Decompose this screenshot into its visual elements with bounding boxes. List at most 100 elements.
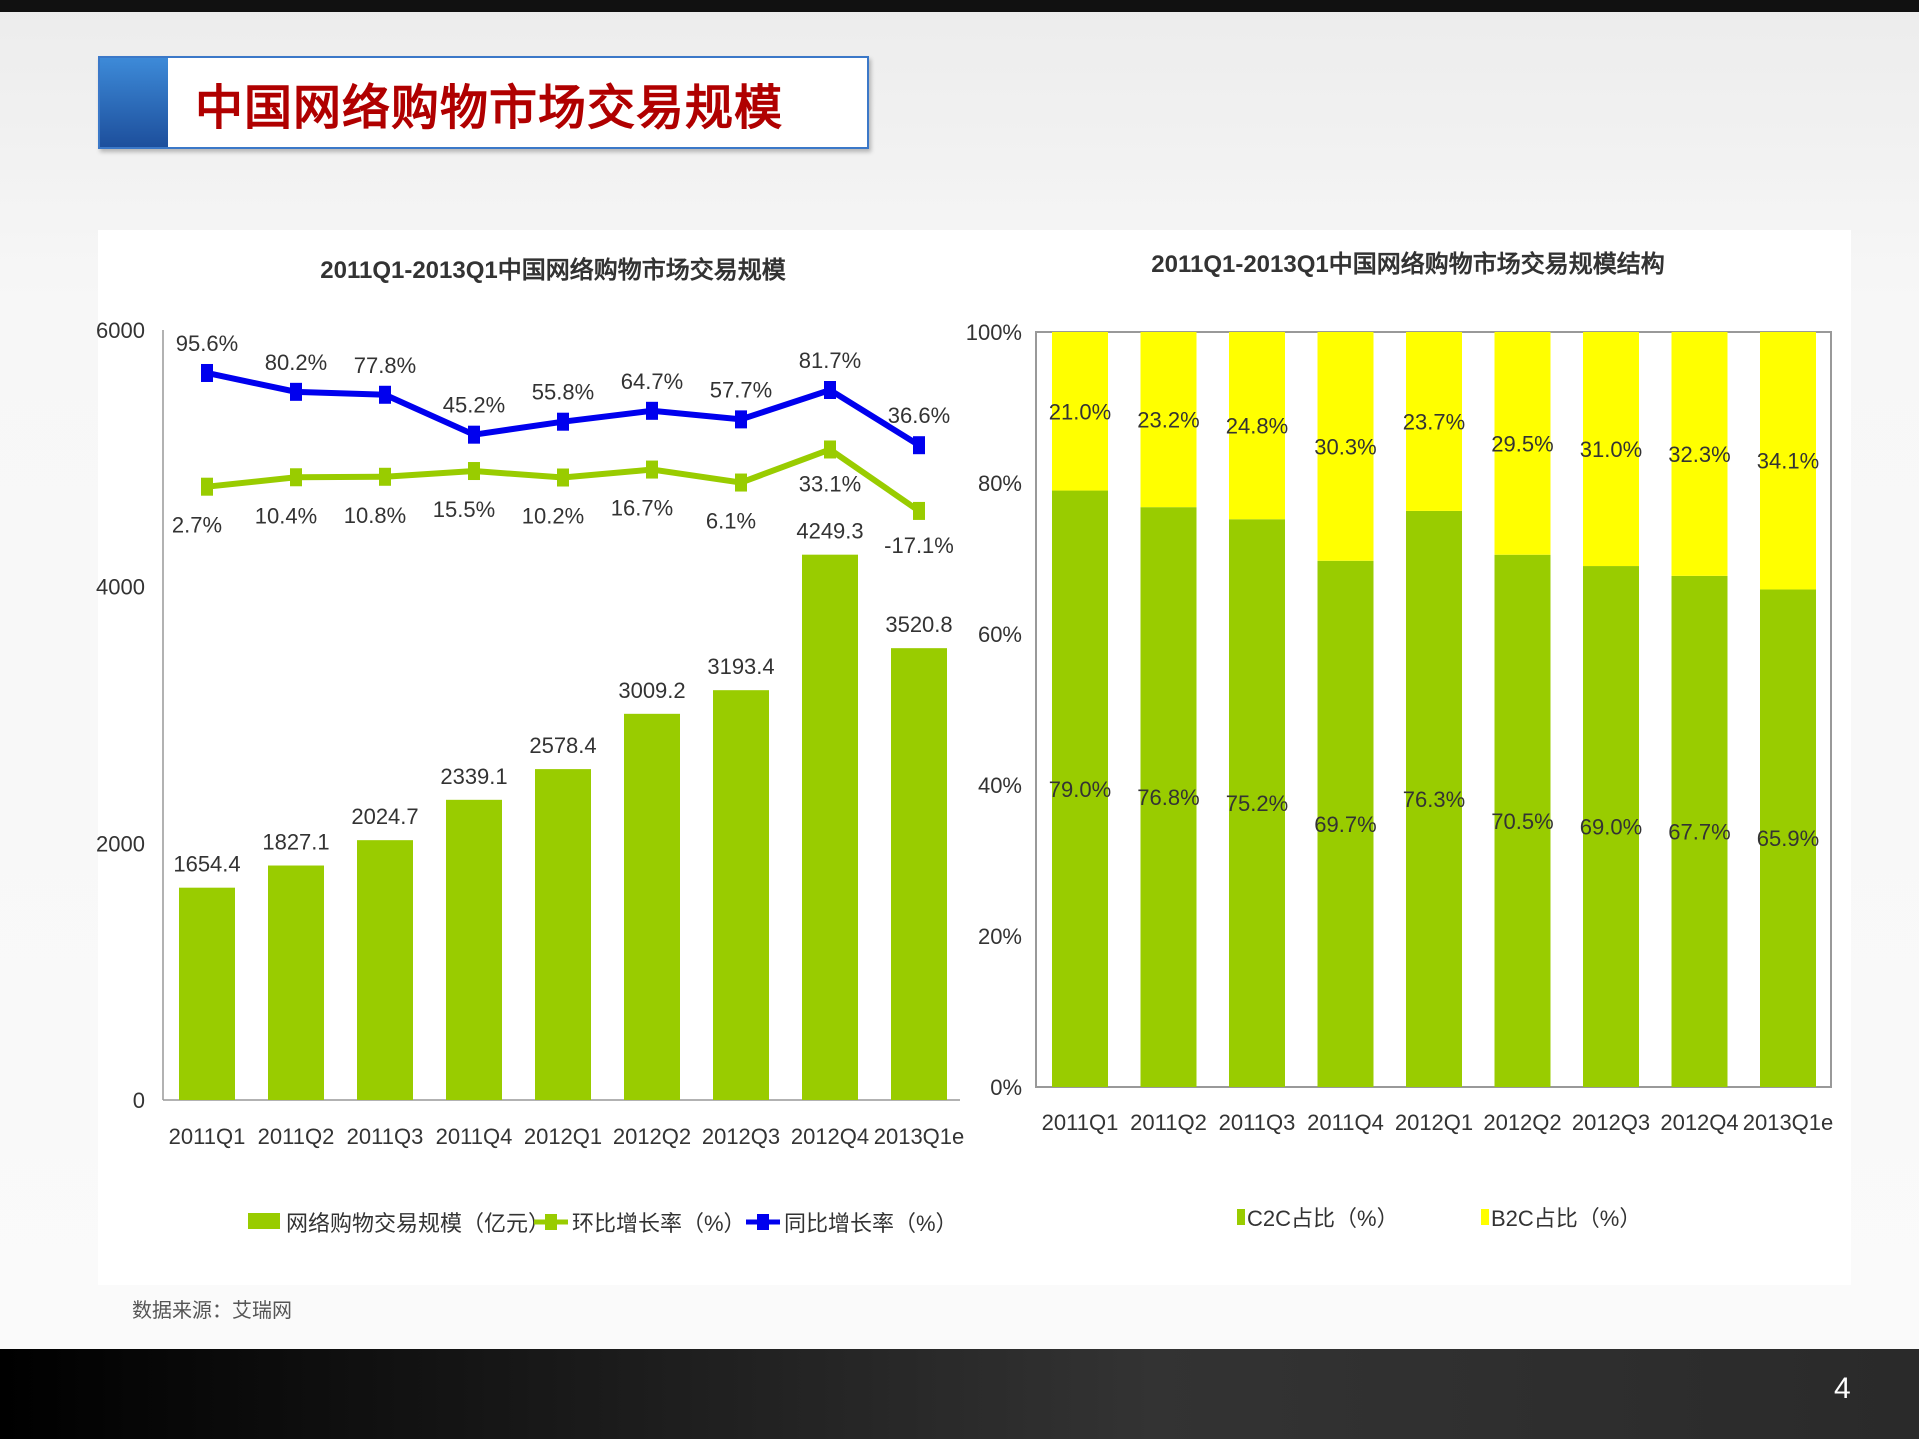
bar-transaction-2013Q1e bbox=[891, 648, 947, 1100]
slide-title: 中国网络购物市场交易规模 bbox=[195, 80, 784, 136]
stacked-bar-label: 32.3% bbox=[1668, 442, 1730, 467]
right-x-tick: 2012Q2 bbox=[1483, 1110, 1561, 1135]
line-marker bbox=[913, 501, 925, 520]
stacked-bar-c2c-2011Q3 bbox=[1229, 519, 1285, 1087]
stacked-bar-b2c-2011Q2 bbox=[1140, 332, 1197, 508]
line-label: 10.4% bbox=[255, 503, 317, 528]
stacked-bar-c2c-2012Q4 bbox=[1671, 575, 1728, 1087]
line-label: 10.2% bbox=[522, 504, 584, 529]
left-y-tick: 0 bbox=[133, 1088, 145, 1113]
bar-label: 2024.7 bbox=[351, 804, 418, 829]
charts-panel bbox=[98, 230, 1851, 1285]
left-x-tick: 2011Q2 bbox=[258, 1124, 335, 1149]
right-x-tick: 2012Q3 bbox=[1572, 1110, 1650, 1135]
line-marker bbox=[290, 382, 302, 401]
bar-transaction-2012Q4 bbox=[802, 554, 858, 1100]
left-y-tick: 2000 bbox=[96, 831, 145, 856]
bar-transaction-2012Q3 bbox=[713, 690, 769, 1100]
stacked-bar-label: 79.0% bbox=[1049, 777, 1111, 802]
stacked-bar-label: 76.3% bbox=[1403, 787, 1465, 812]
stacked-bar-b2c-2011Q4 bbox=[1317, 332, 1374, 561]
stacked-bar-label: 67.7% bbox=[1668, 819, 1730, 844]
data-source: 数据来源：艾瑞网 bbox=[132, 1300, 292, 1322]
right-x-tick: 2011Q1 bbox=[1042, 1110, 1119, 1135]
right-y-tick: 60% bbox=[978, 622, 1022, 647]
line-label: 57.7% bbox=[710, 377, 772, 402]
left-x-tick: 2012Q1 bbox=[524, 1124, 602, 1149]
legend-label: 网络购物交易规模（亿元） bbox=[286, 1211, 550, 1236]
right-x-tick: 2012Q4 bbox=[1660, 1110, 1738, 1135]
line-marker bbox=[646, 460, 658, 479]
line-label: 77.8% bbox=[354, 353, 416, 378]
line-marker bbox=[468, 425, 480, 444]
title-accent-block bbox=[100, 58, 168, 147]
bar-label: 3193.4 bbox=[707, 654, 774, 679]
stacked-bar-b2c-2013Q1e bbox=[1760, 332, 1816, 590]
right-y-tick: 80% bbox=[978, 471, 1022, 496]
line-label: 64.7% bbox=[621, 369, 683, 394]
line-marker bbox=[201, 477, 213, 496]
line-label: 2.7% bbox=[172, 513, 222, 538]
line-marker bbox=[557, 412, 569, 431]
line-label: 45.2% bbox=[443, 393, 505, 418]
line-marker bbox=[824, 440, 836, 459]
stacked-bar-c2c-2011Q2 bbox=[1140, 507, 1197, 1087]
left-chart-title: 2011Q1-2013Q1中国网络购物市场交易规模 bbox=[320, 256, 786, 284]
stacked-bar-b2c-2011Q1 bbox=[1052, 332, 1108, 491]
legend-swatch bbox=[1237, 1209, 1245, 1225]
line-marker bbox=[290, 468, 302, 487]
legend-label: 环比增长率（%） bbox=[572, 1211, 746, 1236]
line-marker bbox=[379, 467, 391, 486]
line-label: 36.6% bbox=[888, 403, 950, 428]
stacked-bar-label: 31.0% bbox=[1580, 437, 1642, 462]
line-marker bbox=[913, 436, 925, 455]
stacked-bar-b2c-2011Q3 bbox=[1229, 332, 1285, 520]
right-y-tick: 40% bbox=[978, 773, 1022, 798]
line-label: 55.8% bbox=[532, 380, 594, 405]
bar-transaction-2011Q3 bbox=[357, 840, 413, 1100]
left-y-tick: 6000 bbox=[96, 318, 145, 343]
line-label: 10.8% bbox=[344, 503, 406, 528]
stacked-bar-label: 30.3% bbox=[1314, 434, 1376, 459]
bar-transaction-2012Q2 bbox=[624, 713, 680, 1100]
stacked-bar-c2c-2013Q1e bbox=[1760, 589, 1816, 1087]
page-number: 4 bbox=[1834, 1372, 1851, 1405]
bar-transaction-2011Q1 bbox=[179, 887, 235, 1100]
stacked-bar-label: 65.9% bbox=[1757, 826, 1819, 851]
legend-swatch bbox=[1481, 1209, 1489, 1225]
line-label: 80.2% bbox=[265, 350, 327, 375]
legend-swatch-marker bbox=[757, 1214, 769, 1230]
right-y-tick: 20% bbox=[978, 924, 1022, 949]
bar-label: 2578.4 bbox=[529, 733, 596, 758]
stacked-bar-c2c-2012Q2 bbox=[1494, 554, 1551, 1087]
stacked-bar-b2c-2012Q1 bbox=[1406, 332, 1462, 511]
left-x-tick: 2011Q4 bbox=[436, 1124, 513, 1149]
stacked-bar-label: 69.7% bbox=[1314, 812, 1376, 837]
stacked-bar-b2c-2012Q2 bbox=[1494, 332, 1551, 555]
bar-label: 3520.8 bbox=[885, 612, 952, 637]
legend-swatch-marker bbox=[545, 1214, 557, 1230]
line-marker bbox=[468, 462, 480, 481]
slide-title-box: 中国网络购物市场交易规模 bbox=[98, 56, 869, 149]
bar-transaction-2011Q2 bbox=[268, 865, 324, 1100]
stacked-bar-b2c-2012Q4 bbox=[1671, 332, 1728, 576]
stacked-bar-label: 24.8% bbox=[1226, 414, 1288, 439]
stacked-bar-b2c-2012Q3 bbox=[1583, 332, 1639, 567]
line-marker bbox=[557, 468, 569, 487]
stacked-bar-label: 23.2% bbox=[1137, 408, 1199, 433]
legend-label: 同比增长率（%） bbox=[784, 1211, 958, 1236]
left-x-tick: 2012Q2 bbox=[613, 1124, 691, 1149]
left-y-tick: 4000 bbox=[96, 575, 145, 600]
line-marker bbox=[735, 473, 747, 492]
stacked-bar-c2c-2011Q4 bbox=[1317, 560, 1374, 1087]
bar-label: 2339.1 bbox=[440, 764, 507, 789]
stacked-bar-label: 75.2% bbox=[1226, 791, 1288, 816]
right-x-tick: 2011Q3 bbox=[1219, 1110, 1296, 1135]
stacked-bar-c2c-2012Q3 bbox=[1583, 566, 1639, 1087]
bar-label: 1654.4 bbox=[173, 852, 240, 877]
legend-swatch-bar bbox=[248, 1213, 280, 1229]
bar-transaction-2011Q4 bbox=[446, 799, 502, 1100]
right-x-tick: 2011Q2 bbox=[1130, 1110, 1207, 1135]
right-y-tick: 100% bbox=[966, 320, 1022, 345]
